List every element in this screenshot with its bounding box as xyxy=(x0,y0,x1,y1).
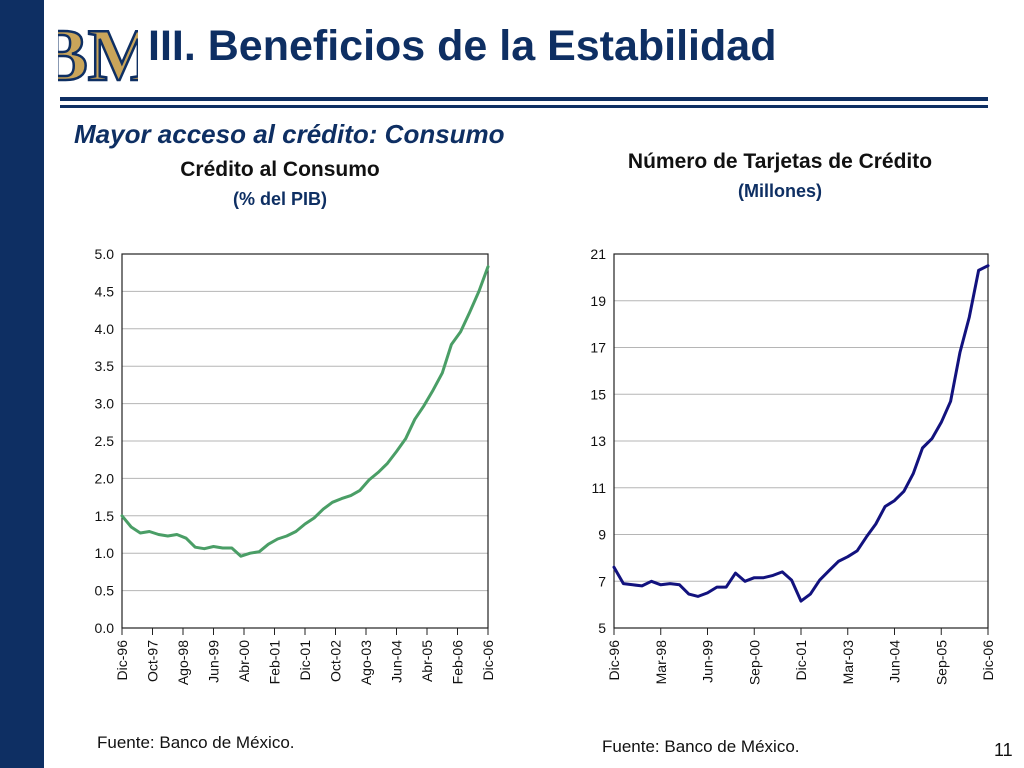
svg-text:BM: BM xyxy=(58,15,138,90)
right-x-tick-label: Sep-00 xyxy=(746,640,762,685)
left-x-tick-label: Oct-97 xyxy=(145,640,161,682)
left-x-tick-label: Dic-06 xyxy=(480,640,496,681)
left-y-tick-label: 3.5 xyxy=(95,358,115,374)
right-x-tick-label: Dic-01 xyxy=(793,640,809,681)
right-x-tick-label: Sep-05 xyxy=(933,640,949,685)
right-series-line xyxy=(612,264,990,603)
left-x-tick-label: Feb-06 xyxy=(450,640,466,685)
right-y-tick-label: 7 xyxy=(598,573,606,589)
left-x-tick-label: Abr-05 xyxy=(419,640,435,682)
right-y-tick-label: 17 xyxy=(590,340,606,356)
left-x-tick-label: Dic-96 xyxy=(114,640,130,681)
right-y-tick-label: 11 xyxy=(591,480,606,496)
right-y-tick-label: 13 xyxy=(590,433,606,449)
right-y-tick-label: 19 xyxy=(590,293,606,309)
left-y-tick-label: 4.0 xyxy=(95,321,115,337)
right-x-tick-label: Mar-98 xyxy=(653,640,669,685)
left-x-tick-label: Jun-99 xyxy=(206,640,222,683)
left-x-tick-label: Ago-98 xyxy=(175,640,191,685)
left-y-tick-label: 4.5 xyxy=(95,283,115,299)
banxico-logo: BM xyxy=(58,14,138,90)
left-x-tick-label: Feb-01 xyxy=(267,640,283,685)
right-x-tick-label: Dic-96 xyxy=(606,640,622,681)
right-y-tick-label: 9 xyxy=(598,527,606,543)
left-chart-subtitle: (% del PIB) xyxy=(232,189,327,209)
left-x-tick-label: Ago-03 xyxy=(358,640,374,685)
right-x-tick-label: Mar-03 xyxy=(840,640,856,685)
side-band xyxy=(0,0,44,768)
right-y-tick-label: 15 xyxy=(590,386,606,402)
left-y-tick-label: 0.0 xyxy=(95,620,115,636)
left-y-tick-label: 2.5 xyxy=(95,433,115,449)
right-y-tick-label: 21 xyxy=(590,246,606,262)
right-x-tick-label: Jun-04 xyxy=(887,640,903,683)
title-rule-bottom xyxy=(60,105,988,108)
slide-title: III. Beneficios de la Estabilidad xyxy=(148,22,777,70)
right-y-tick-label: 5 xyxy=(598,620,606,636)
right-chart-source: Fuente: Banco de México. xyxy=(602,737,800,756)
left-y-tick-label: 1.5 xyxy=(95,508,115,524)
left-y-tick-label: 5.0 xyxy=(95,246,115,262)
left-y-tick-label: 2.0 xyxy=(95,470,115,486)
left-y-tick-label: 1.0 xyxy=(95,545,115,561)
left-series-line xyxy=(120,265,490,558)
left-x-tick-label: Oct-02 xyxy=(328,640,344,682)
page-number: 11 xyxy=(994,740,1013,760)
left-y-tick-label: 3.0 xyxy=(95,396,115,412)
slide-subtitle: Mayor acceso al crédito: Consumo xyxy=(74,119,505,149)
right-x-tick-label: Jun-99 xyxy=(700,640,716,683)
right-chart-title: Número de Tarjetas de Crédito xyxy=(627,150,933,173)
right-chart-subtitle: (Millones) xyxy=(738,181,822,201)
left-y-tick-label: 0.5 xyxy=(95,583,115,599)
left-x-tick-label: Dic-01 xyxy=(297,640,313,681)
left-x-tick-label: Abr-00 xyxy=(236,640,252,682)
left-chart-title: Crédito al Consumo xyxy=(180,158,380,181)
left-x-tick-label: Jun-04 xyxy=(389,640,405,683)
title-rule-top xyxy=(60,97,988,101)
right-x-tick-label: Dic-06 xyxy=(980,640,996,681)
left-chart-source: Fuente: Banco de México. xyxy=(97,733,295,752)
